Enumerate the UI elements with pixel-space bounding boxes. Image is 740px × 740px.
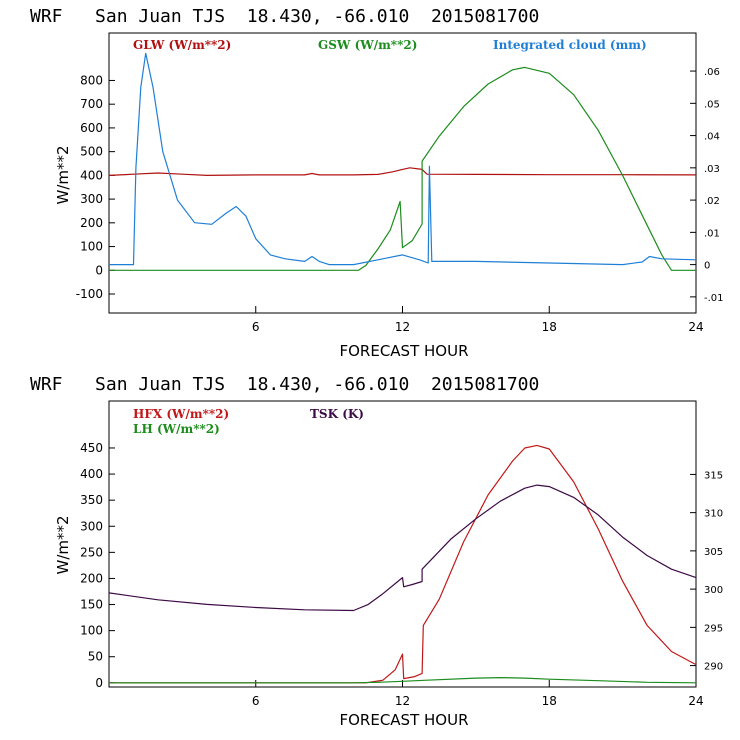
top-chart-title: WRF San Juan TJS 18.430, -66.010 2015081…	[30, 6, 539, 27]
y-tick-label: 250	[80, 545, 103, 559]
x-tick-label: 6	[252, 320, 260, 334]
y2-tick-label: .01	[704, 228, 720, 239]
bottom-chart-title: WRF San Juan TJS 18.430, -66.010 2015081…	[30, 374, 539, 395]
y-tick-label: 350	[80, 493, 103, 507]
series-line-gsw	[109, 66, 696, 271]
x-tick-label: 12	[395, 694, 410, 708]
y-tick-label: 800	[80, 73, 103, 87]
top-left-axis: -100 0 100 200 300 400 500 600 700 800	[76, 73, 115, 301]
bottom-left-axis: 0 50 100 150 200 250 300 350 400 450	[80, 441, 115, 690]
top-legend-cloud: Integrated cloud (mm)	[493, 38, 647, 52]
series-line-integrated	[109, 52, 697, 266]
y2-tick-label: .03	[704, 164, 720, 175]
y-tick-label: 200	[80, 571, 103, 585]
bottom-right-axis: 290 295 300 305 310 315	[690, 470, 723, 673]
y-tick-label: 300	[80, 192, 103, 206]
bottom-x-axis: 6 12 18 24	[252, 680, 704, 708]
bottom-y-axis-label: W/m**2	[54, 515, 72, 574]
y-tick-label: 700	[80, 97, 103, 111]
series-line-lh	[109, 676, 697, 684]
series-line-glw	[108, 167, 697, 176]
bottom-x-axis-label: FORECAST HOUR	[339, 711, 468, 729]
y-tick-label: 150	[80, 598, 103, 612]
top-legend-glw: GLW (W/m**2)	[133, 38, 231, 52]
y2-tick-label: 0	[704, 261, 710, 272]
y-tick-label: 400	[80, 467, 103, 481]
y-tick-label: 500	[80, 145, 103, 159]
x-tick-label: 24	[688, 694, 703, 708]
y-tick-label: -100	[76, 287, 103, 301]
y2-tick-label: 310	[704, 509, 723, 520]
y-tick-label: 100	[80, 624, 103, 638]
y-tick-label: 450	[80, 441, 103, 455]
y-tick-label: 0	[95, 263, 103, 277]
x-tick-label: 18	[542, 320, 557, 334]
y2-tick-label: .02	[704, 196, 720, 207]
y-tick-label: 300	[80, 519, 103, 533]
y2-tick-label: .05	[704, 99, 720, 110]
y-tick-label: 0	[95, 676, 103, 690]
top-plot-frame	[108, 32, 697, 314]
top-legend-gsw: GSW (W/m**2)	[318, 38, 417, 52]
y2-tick-label: 315	[704, 470, 723, 481]
bottom-chart: WRF San Juan TJS 18.430, -66.010 2015081…	[30, 374, 723, 729]
y2-tick-label: -.01	[704, 293, 724, 304]
y2-tick-label: 300	[704, 585, 723, 596]
series-line-hfx	[109, 444, 697, 684]
y-tick-label: 200	[80, 216, 103, 230]
bottom-legend-tsk: TSK (K)	[310, 407, 364, 421]
y2-tick-label: 295	[704, 623, 723, 634]
top-x-axis-label: FORECAST HOUR	[339, 342, 468, 360]
x-tick-label: 12	[395, 320, 410, 334]
x-tick-label: 6	[252, 694, 260, 708]
y2-tick-label: .04	[704, 132, 720, 143]
x-tick-label: 18	[542, 694, 557, 708]
x-tick-label: 24	[688, 320, 703, 334]
bottom-legend-hfx: HFX (W/m**2)	[133, 407, 229, 421]
y-tick-label: 400	[80, 168, 103, 182]
top-chart: WRF San Juan TJS 18.430, -66.010 2015081…	[30, 6, 724, 360]
y2-tick-label: 305	[704, 547, 723, 558]
y-tick-label: 100	[80, 240, 103, 254]
top-right-axis: -.01 0 .01 .02 .03 .04 .05 .06	[690, 67, 724, 304]
top-series-layer	[108, 52, 697, 271]
y2-tick-label: .06	[704, 67, 720, 78]
series-line-tsk	[108, 484, 697, 612]
bottom-legend-lh: LH (W/m**2)	[133, 422, 220, 436]
y-tick-label: 600	[80, 121, 103, 135]
top-x-axis: 6 12 18 24	[252, 306, 704, 334]
y-tick-label: 50	[88, 650, 103, 664]
top-y-axis-label: W/m**2	[54, 145, 72, 204]
bottom-series-layer	[108, 444, 697, 684]
bottom-plot-frame	[108, 400, 697, 688]
y2-tick-label: 290	[704, 662, 723, 673]
